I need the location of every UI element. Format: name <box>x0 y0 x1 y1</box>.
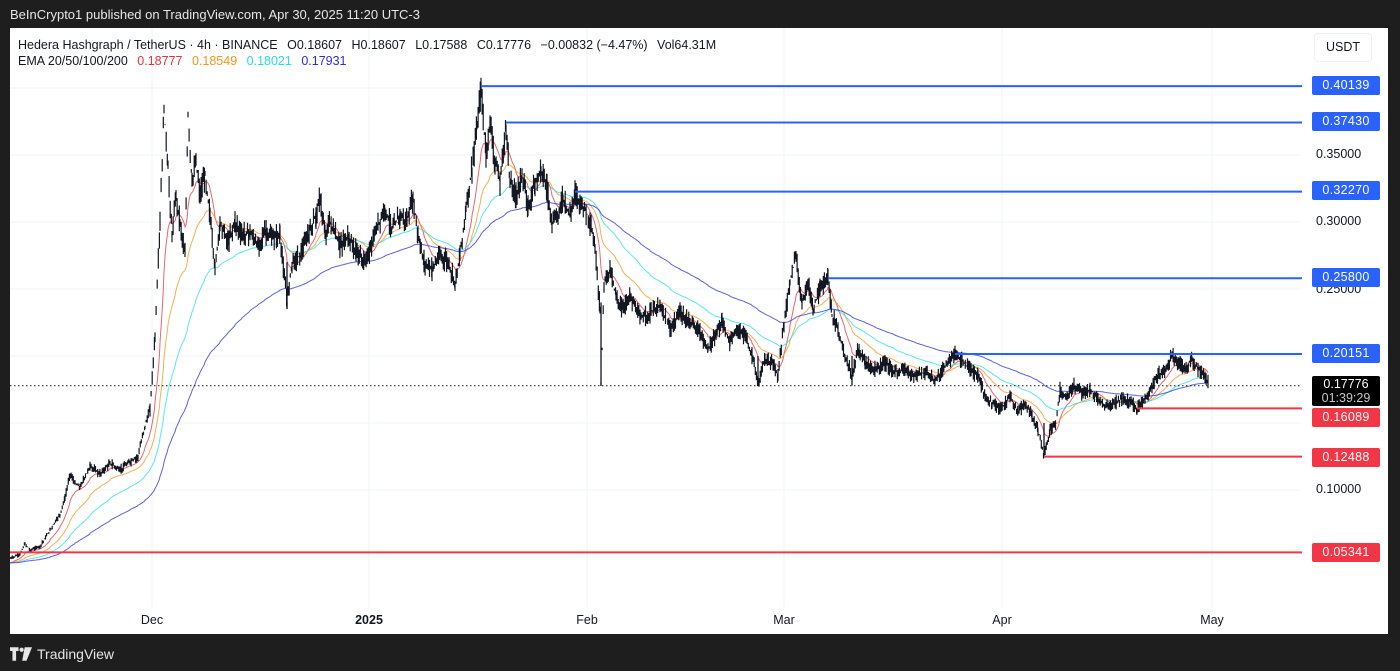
y-tick-label: 0.10000 <box>1316 482 1362 496</box>
volume: Vol64.31M <box>657 38 717 52</box>
ohlc-close: C0.17776 <box>476 38 532 52</box>
resistance-tag: 0.32270 <box>1312 181 1380 200</box>
bar-countdown: 01:39:29 <box>1321 391 1371 405</box>
last-price-tag: 0.17776 01:39:29 <box>1312 376 1380 406</box>
resistance-tag: 0.40139 <box>1312 76 1380 95</box>
support-tag: 0.05341 <box>1312 543 1380 562</box>
support-tag: 0.12488 <box>1312 448 1380 467</box>
x-tick-mar: Mar <box>773 613 795 627</box>
resistance-tag: 0.25800 <box>1312 268 1380 287</box>
ema-row: EMA 20/50/100/200 0.18777 0.18549 0.1802… <box>18 53 722 69</box>
x-tick-feb: Feb <box>576 613 598 627</box>
published-header: BeInCrypto1 published on TradingView.com… <box>10 7 420 22</box>
support-tag: 0.16089 <box>1312 408 1380 427</box>
y-tick-label: 0.35000 <box>1316 147 1362 161</box>
ema-100-value: 0.18021 <box>246 54 292 68</box>
ema-label[interactable]: EMA 20/50/100/200 <box>18 54 128 68</box>
price-change: −0.00832 (−4.47%) <box>540 38 648 52</box>
ema-20-value: 0.18777 <box>137 54 183 68</box>
brand-name: TradingView <box>37 646 115 662</box>
tradingview-logo-icon <box>10 647 32 661</box>
price-chart[interactable] <box>10 28 1388 634</box>
ohlc-low: L0.17588 <box>415 38 468 52</box>
x-tick-apr: Apr <box>992 613 1012 627</box>
x-tick-dec: Dec <box>140 613 164 627</box>
symbol-row: Hedera Hashgraph / TetherUS · 4h · BINAN… <box>18 37 722 53</box>
symbol-title[interactable]: Hedera Hashgraph / TetherUS · 4h · BINAN… <box>18 38 278 52</box>
ema-50-value: 0.18549 <box>191 54 238 68</box>
currency-button[interactable]: USDT <box>1314 33 1372 62</box>
ema-200-value: 0.17931 <box>301 54 347 68</box>
last-price-value: 0.17776 <box>1323 377 1369 391</box>
x-tick-may: May <box>1200 613 1224 627</box>
x-tick-2025: 2025 <box>355 613 383 627</box>
ohlc-open: O0.18607 <box>287 38 343 52</box>
resistance-tag: 0.20151 <box>1312 344 1380 363</box>
resistance-tag: 0.37430 <box>1312 112 1380 131</box>
ohlc-high: H0.18607 <box>351 38 406 52</box>
chart-panel[interactable]: Hedera Hashgraph / TetherUS · 4h · BINAN… <box>10 28 1388 634</box>
y-tick-label: 0.30000 <box>1316 214 1362 228</box>
tradingview-footer[interactable]: TradingView <box>10 644 114 664</box>
chart-legend: Hedera Hashgraph / TetherUS · 4h · BINAN… <box>18 37 722 69</box>
